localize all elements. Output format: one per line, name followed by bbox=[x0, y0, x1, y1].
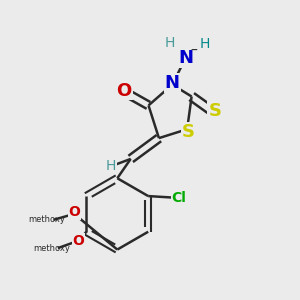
Text: Cl: Cl bbox=[172, 190, 187, 205]
Text: O: O bbox=[68, 206, 80, 219]
Text: methoxy: methoxy bbox=[33, 244, 70, 253]
Text: –: – bbox=[190, 44, 197, 58]
Text: S: S bbox=[182, 123, 195, 141]
Text: O: O bbox=[116, 82, 132, 100]
Text: N: N bbox=[178, 49, 193, 67]
Text: O: O bbox=[73, 234, 85, 248]
Text: H: H bbox=[200, 38, 210, 52]
Text: N: N bbox=[165, 74, 180, 92]
Text: methoxy: methoxy bbox=[28, 215, 65, 224]
Text: S: S bbox=[208, 102, 221, 120]
Text: H: H bbox=[106, 159, 116, 173]
Text: H: H bbox=[164, 36, 175, 50]
